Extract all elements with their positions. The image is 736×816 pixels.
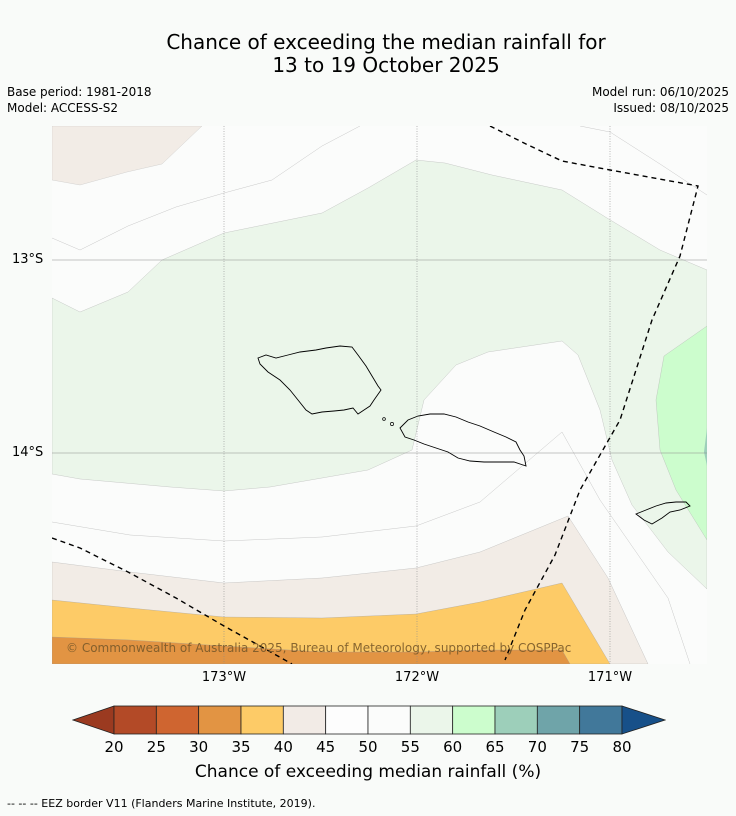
lon-tick-172w: 172°W: [394, 670, 440, 685]
map-title: Chance of exceeding the median rainfall …: [0, 31, 736, 77]
lat-tick-14s: 14°S: [12, 445, 44, 460]
colorbar-tick-label: 30: [189, 738, 209, 756]
eez-border-southwest: [52, 537, 293, 664]
title-line-1: Chance of exceeding the median rainfall …: [166, 30, 606, 54]
eez-border-east: [489, 126, 699, 661]
colorbar-swatch: [494, 705, 538, 735]
contour-30-35: [52, 636, 571, 664]
colorbar-tick-label: 35: [231, 738, 251, 756]
colorbar-swatch: [155, 705, 200, 735]
contour-line-north: [52, 126, 361, 251]
colorbar-tick-label: 70: [527, 738, 547, 756]
colorbar-tick-label: 40: [273, 738, 293, 756]
colorbar-swatch: [409, 705, 454, 735]
lon-tick-173w: 173°W: [201, 670, 247, 685]
contour-35-40: [52, 582, 611, 664]
tutuila-island: [635, 501, 691, 525]
contour-40-45-north: [52, 126, 203, 186]
savaii-island: [257, 345, 382, 415]
model-run: Model run: 06/10/2025: [591, 85, 729, 99]
contour-65-70: [704, 428, 707, 466]
colorbar-swatch: [325, 705, 369, 735]
colorbar-tick-label: 25: [146, 738, 166, 756]
colorbar-tick-label: 55: [400, 738, 420, 756]
title-line-2: 13 to 19 October 2025: [272, 53, 500, 77]
colorbar-tick-label: 60: [443, 738, 463, 756]
colorbar: [71, 704, 667, 740]
meta-left: Base period: 1981-2018 Model: ACCESS-S2: [7, 84, 152, 116]
rainfall-map: [52, 126, 707, 664]
colorbar-swatch: [452, 705, 496, 735]
map-area: [52, 126, 707, 664]
colorbar-tick-label: 45: [316, 738, 336, 756]
contour-60-65: [655, 325, 707, 541]
issued-date: Issued: 08/10/2025: [613, 101, 729, 115]
colorbar-swatch: [198, 705, 242, 735]
upolu-island: [399, 413, 527, 467]
colorbar-tick-label: 50: [358, 738, 378, 756]
apolima-islet: [382, 417, 386, 421]
graticule: [52, 126, 707, 664]
colorbar-graphic: [71, 705, 667, 735]
contour-line-northeast: [579, 126, 707, 196]
lon-tick-171w: 171°W: [587, 670, 633, 685]
colorbar-swatch: [113, 705, 157, 735]
eez-legend-note: -- -- -- EEZ border V11 (Flanders Marine…: [7, 797, 316, 810]
contour-line-south: [52, 431, 691, 664]
colorbar-label: Chance of exceeding median rainfall (%): [194, 762, 542, 782]
colorbar-low-extension: [71, 705, 115, 735]
meta-right: Model run: 06/10/2025 Issued: 08/10/2025: [592, 84, 729, 116]
colorbar-tick-label: 65: [485, 738, 505, 756]
model-name: Model: ACCESS-S2: [7, 101, 119, 115]
contour-55-60: [52, 159, 707, 590]
colorbar-high-extension: [621, 705, 667, 735]
colorbar-swatch: [579, 705, 623, 735]
colorbar-swatch: [240, 705, 284, 735]
colorbar-swatch: [282, 705, 327, 735]
colorbar-tick-label: 20: [104, 738, 124, 756]
base-period: Base period: 1981-2018: [7, 85, 152, 99]
copyright-notice: © Commonwealth of Australia 2025, Bureau…: [66, 641, 572, 655]
manono-islet: [390, 422, 394, 426]
colorbar-swatch: [367, 705, 411, 735]
lat-tick-13s: 13°S: [12, 252, 44, 267]
colorbar-tick-label: 75: [570, 738, 590, 756]
colorbar-tick-label: 80: [612, 738, 632, 756]
colorbar-swatch: [536, 705, 581, 735]
